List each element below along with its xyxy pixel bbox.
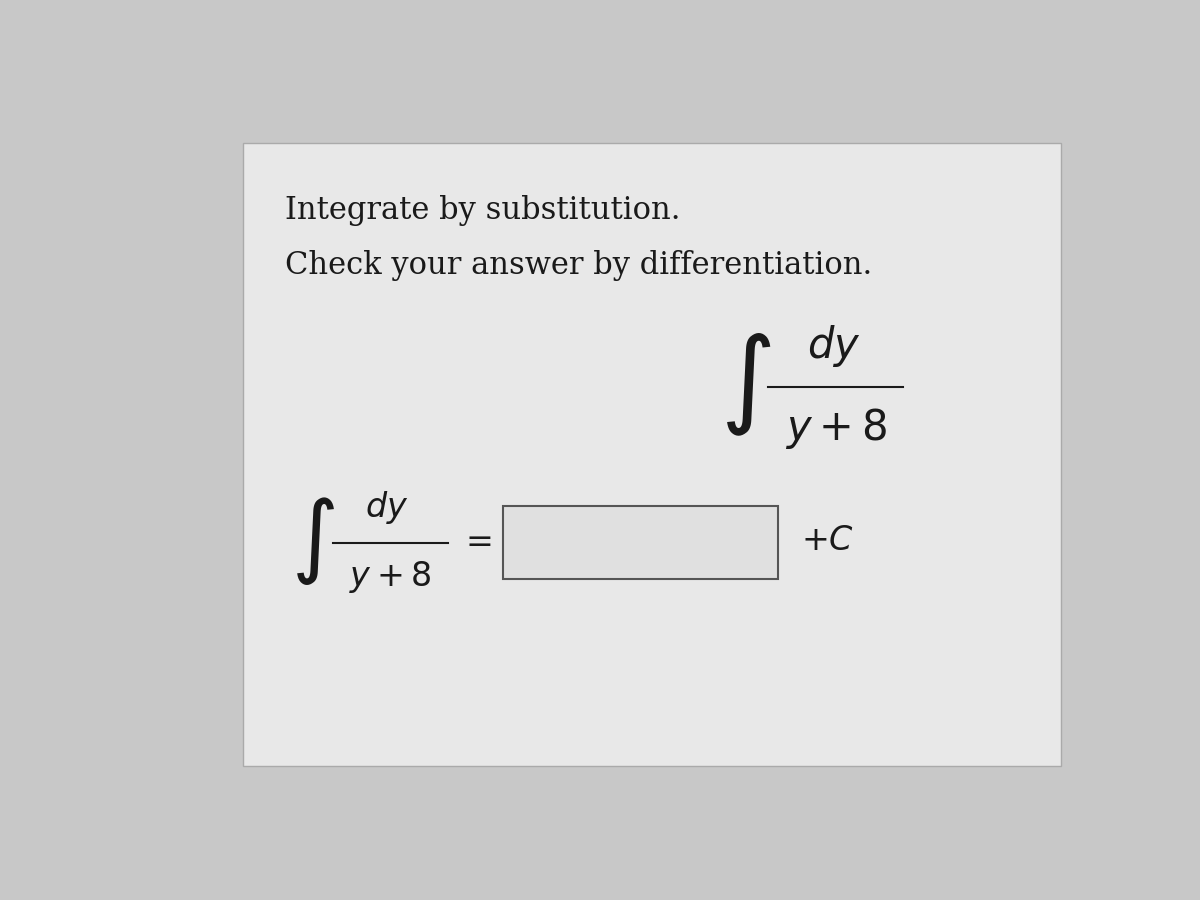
Text: $+C$: $+C$ bbox=[802, 525, 854, 557]
Text: $y + 8$: $y + 8$ bbox=[349, 559, 431, 595]
Text: Check your answer by differentiation.: Check your answer by differentiation. bbox=[284, 250, 872, 281]
Text: $dy$: $dy$ bbox=[366, 490, 409, 526]
Text: $=$: $=$ bbox=[460, 525, 492, 557]
Text: $\int$: $\int$ bbox=[290, 495, 335, 587]
Text: $\int$: $\int$ bbox=[720, 332, 770, 438]
Text: Integrate by substitution.: Integrate by substitution. bbox=[284, 194, 680, 226]
Text: $y + 8$: $y + 8$ bbox=[785, 406, 888, 451]
Text: $dy$: $dy$ bbox=[806, 323, 860, 369]
FancyBboxPatch shape bbox=[504, 507, 778, 580]
FancyBboxPatch shape bbox=[242, 142, 1062, 767]
